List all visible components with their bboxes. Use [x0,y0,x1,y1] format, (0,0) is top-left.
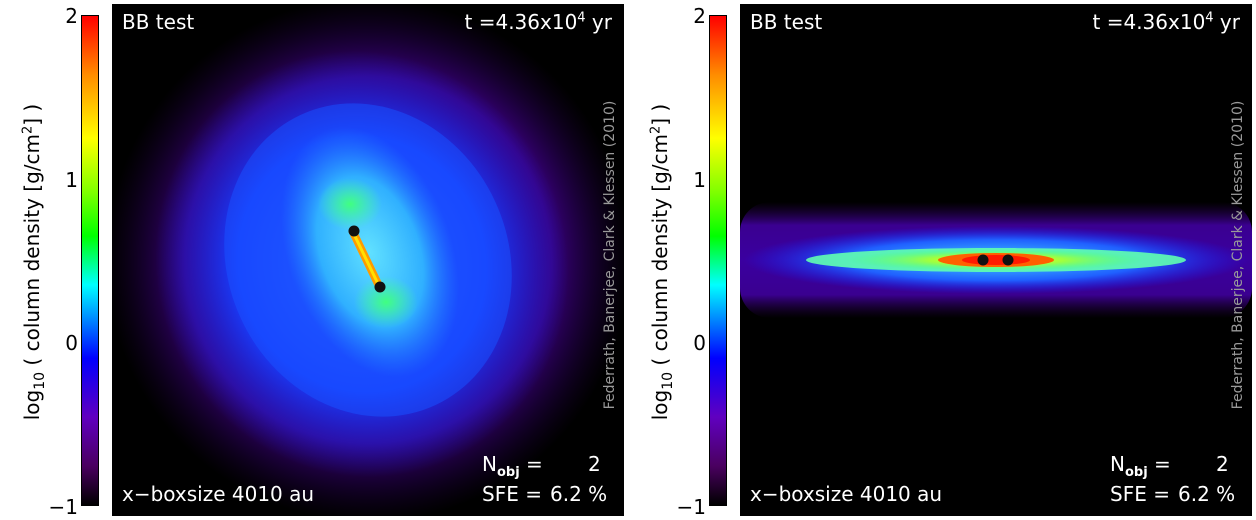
colorbar [81,15,99,506]
credit-text: Federrath, Banerjee, Clark & Klessen (20… [1230,100,1246,410]
density-image [112,4,624,516]
density-map: BB test t =4.36x104 yr x−boxsize 4010 au… [112,4,624,516]
colorbar-tick: 2 [65,4,78,28]
colorbar-tick: −1 [48,495,78,519]
colorbar-tick: 0 [65,331,78,355]
colorbar [709,15,727,506]
boxsize-label: x−boxsize 4010 au [750,482,943,506]
colorbar-tick: −1 [676,495,706,519]
density-map: BB test t =4.36x104 yr x−boxsize 4010 au… [740,4,1252,516]
colorbar-label: log10 ( column density [g/cm2] ) [20,103,48,421]
nobj-label: Nobj = [1110,452,1171,480]
sfe-label: SFE = [1110,482,1170,506]
boxsize-label: x−boxsize 4010 au [122,482,315,506]
credit-text: Federrath, Banerjee, Clark & Klessen (20… [602,100,618,410]
colorbar-tick: 1 [65,168,78,192]
right-panel: 2 1 0 −1 log10 ( column density [g/cm2] … [628,0,1256,520]
time-label: t =4.36x104 yr [1092,10,1240,34]
panel-title: BB test [750,10,823,34]
panel-title: BB test [122,10,195,34]
left-panel: 2 1 0 −1 log10 ( column density [g/cm2] … [20,4,624,519]
sfe-label: SFE = [482,482,542,506]
colorbar-tick: 2 [693,4,706,28]
colorbar-tick: 1 [693,168,706,192]
sfe-value: 6.2 % [550,482,608,506]
nobj-label: Nobj = [482,452,543,480]
colorbar-label: log10 ( column density [g/cm2] ) [648,103,676,421]
nobj-value: 2 [1216,452,1229,476]
density-image [740,202,1252,318]
time-label: t =4.36x104 yr [464,10,612,34]
sfe-value: 6.2 % [1178,482,1236,506]
nobj-value: 2 [588,452,601,476]
colorbar-tick: 0 [693,331,706,355]
